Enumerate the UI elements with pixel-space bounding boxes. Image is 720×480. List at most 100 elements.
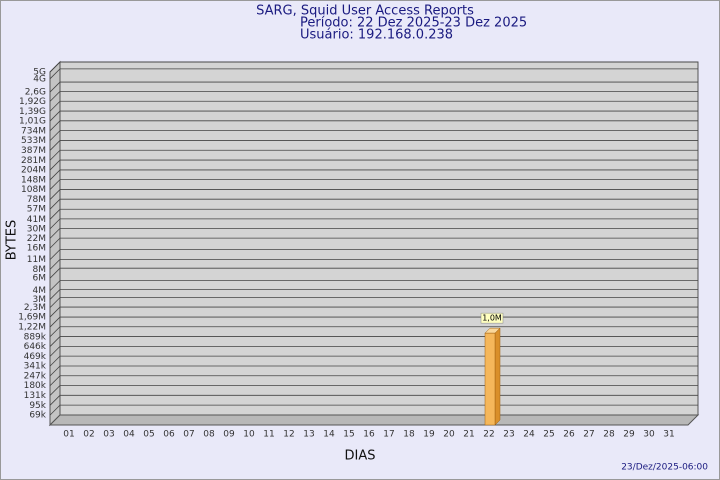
y-tick-label: 281M: [21, 156, 46, 166]
x-tick-label: 14: [323, 430, 335, 440]
grid-line: [49, 110, 698, 122]
x-tick-label: 08: [203, 430, 215, 440]
footer: 23/Dez/2025-06:00: [621, 463, 708, 473]
y-tick-label: 1,22M: [18, 323, 46, 333]
y-tick-label: 1,01G: [19, 117, 46, 127]
x-tick-label: 17: [383, 430, 394, 440]
grid-line: [49, 249, 698, 260]
x-tick-label: 16: [363, 430, 375, 440]
grid-line: [49, 169, 698, 181]
x-tick-label: 23: [503, 430, 514, 440]
grid-line: [49, 227, 698, 239]
grid-line: [49, 297, 698, 308]
grid-line: [49, 237, 698, 249]
y-tick-label: 3M: [33, 295, 47, 305]
y-tick-label: 204M: [21, 166, 46, 176]
grid-line: [49, 289, 698, 300]
x-tick-label: 22: [483, 430, 494, 440]
chart-subtitle: Período: 22 Dez 2025-23 Dez 2025: [300, 16, 527, 31]
y-tick-label: 180k: [24, 381, 47, 391]
y-tick-label: 889k: [24, 332, 47, 342]
y-axis-label: BYTES: [5, 220, 20, 261]
x-tick-label: 27: [583, 430, 594, 440]
y-tick-label: 95k: [29, 401, 46, 411]
grid-line: [49, 306, 698, 318]
x-tick-label: 06: [163, 430, 175, 440]
y-tick-label: 341k: [24, 362, 47, 372]
y-tick-label: 469k: [24, 352, 47, 362]
grid-line: [49, 179, 698, 190]
grid-line: [49, 218, 698, 230]
grid-line: [49, 149, 698, 161]
y-tick-label: 11M: [27, 255, 46, 265]
x-tick-label: 26: [563, 430, 575, 440]
x-tick-label: 21: [463, 430, 474, 440]
y-tick-label: 646k: [24, 342, 47, 352]
y-tick-label: 41M: [27, 215, 46, 225]
y-tick-label: 5G: [33, 68, 46, 78]
x-tick-label: 20: [443, 430, 455, 440]
grid-line: [49, 61, 698, 73]
grid-line: [49, 280, 698, 291]
grid-line: [49, 208, 698, 220]
chart-title: SARG, Squid User Access Reports: [256, 4, 474, 19]
grid-line: [49, 100, 698, 112]
x-tick-label: 04: [123, 430, 135, 440]
y-tick-label: 387M: [21, 146, 46, 156]
x-tick-label: 07: [183, 430, 194, 440]
x-tick-label: 18: [403, 430, 415, 440]
bar: [484, 332, 496, 426]
y-tick-label: 30M: [27, 224, 46, 234]
y-tick-label: 247k: [24, 372, 47, 382]
grid-line: [49, 140, 698, 151]
y-tick-label: 4M: [33, 286, 47, 296]
bar-side: [494, 327, 501, 426]
y-tick-label: 6M: [33, 274, 47, 284]
plot-floor: [48, 414, 700, 426]
value-label: 1,0M: [482, 314, 502, 323]
y-tick-label: 4G: [33, 74, 46, 84]
x-tick-label: 02: [83, 430, 94, 440]
y-tick-label: 533M: [21, 136, 46, 146]
x-tick-label: 28: [603, 430, 615, 440]
y-tick-label: 78M: [27, 195, 46, 205]
x-tick-label: 15: [343, 430, 354, 440]
y-tick-label: 57M: [27, 205, 46, 215]
grid-line: [49, 90, 698, 102]
x-tick-label: 03: [103, 430, 114, 440]
x-tick-label: 19: [423, 430, 435, 440]
x-tick-label: 09: [223, 430, 235, 440]
y-tick-label: 8M: [33, 265, 47, 275]
grid-line: [49, 120, 698, 132]
x-tick-label: 13: [303, 430, 314, 440]
y-tick-label: 1,69M: [18, 313, 46, 323]
y-tick-label: 108M: [21, 185, 46, 195]
grid-line: [49, 68, 698, 80]
x-axis-label: DIAS: [345, 449, 376, 464]
y-tick-label: 1,39G: [19, 107, 46, 117]
value-label-box: [480, 312, 504, 324]
x-tick-label: 24: [523, 430, 535, 440]
grid-line: [49, 189, 698, 200]
grid-line: [49, 326, 698, 338]
grid-line: [49, 258, 698, 270]
x-tick-label: 29: [623, 430, 635, 440]
grid-line: [49, 130, 698, 141]
x-tick-label: 11: [263, 430, 274, 440]
grid-line: [49, 198, 698, 210]
y-tick-label: 2,6G: [25, 88, 46, 98]
chart-subtitle: Usuário: 192.168.0.238: [300, 28, 453, 43]
x-tick-label: 05: [143, 430, 154, 440]
x-tick-label: 10: [243, 430, 255, 440]
y-tick-label: 734M: [21, 126, 46, 136]
y-tick-label: 1,92G: [19, 97, 46, 107]
grid-line: [49, 81, 698, 93]
y-tick-label: 69k: [29, 411, 46, 421]
x-tick-label: 12: [283, 430, 294, 440]
y-tick-label: 22M: [27, 234, 46, 244]
y-tick-label: 16M: [27, 244, 46, 254]
y-tick-label: 131k: [24, 391, 47, 401]
x-tick-label: 01: [63, 430, 74, 440]
y-tick-label: 148M: [21, 175, 46, 185]
